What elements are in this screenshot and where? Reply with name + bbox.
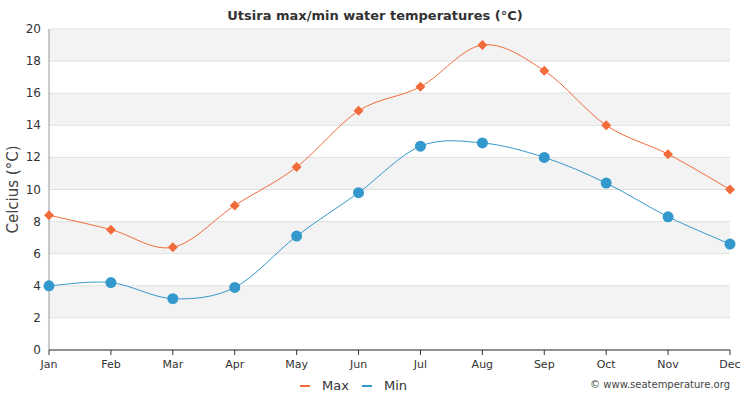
marker bbox=[106, 225, 116, 235]
series-line bbox=[49, 141, 730, 299]
x-tick bbox=[49, 350, 50, 355]
y-tick-label: 8 bbox=[33, 215, 41, 229]
x-tick-label: Dec bbox=[719, 358, 740, 371]
x-tick bbox=[420, 350, 421, 355]
marker bbox=[663, 149, 673, 159]
marker bbox=[415, 141, 426, 152]
marker bbox=[415, 82, 425, 92]
y-axis bbox=[49, 29, 50, 350]
grid-band bbox=[49, 29, 730, 61]
marker bbox=[292, 162, 302, 172]
y-tick-label: 2 bbox=[33, 311, 41, 325]
grid-band bbox=[49, 222, 730, 254]
series-line bbox=[49, 45, 730, 248]
x-tick-label: Apr bbox=[225, 358, 245, 371]
legend-label: Min bbox=[384, 378, 407, 393]
marker bbox=[44, 210, 54, 220]
grid-line bbox=[49, 93, 730, 94]
x-tick bbox=[482, 350, 483, 355]
grid-line bbox=[49, 317, 730, 318]
annotation: © www.seatemperature.org bbox=[590, 379, 730, 390]
y-tick-label: 20 bbox=[26, 22, 41, 36]
marker bbox=[167, 293, 178, 304]
grid-line bbox=[49, 221, 730, 222]
grid-line bbox=[49, 285, 730, 286]
y-tick-label: 0 bbox=[33, 343, 41, 357]
marker bbox=[477, 137, 488, 148]
legend-swatch bbox=[362, 385, 372, 387]
grid-line bbox=[49, 29, 730, 30]
marker bbox=[229, 282, 240, 293]
marker bbox=[477, 40, 487, 50]
marker bbox=[230, 201, 240, 211]
grid-band bbox=[49, 286, 730, 318]
legend-label: Max bbox=[322, 378, 349, 393]
x-axis bbox=[49, 350, 730, 351]
marker bbox=[105, 277, 116, 288]
plot-area bbox=[44, 40, 736, 304]
x-tick bbox=[544, 350, 545, 355]
grid-line bbox=[49, 253, 730, 254]
marker bbox=[725, 239, 736, 250]
marker bbox=[44, 280, 55, 291]
x-tick-label: Nov bbox=[657, 358, 679, 371]
y-tick-label: 12 bbox=[26, 150, 41, 164]
y-axis-label: Celcius (°C) bbox=[4, 145, 22, 233]
grid-line bbox=[49, 157, 730, 158]
x-tick bbox=[730, 350, 731, 355]
x-tick-label: Jul bbox=[413, 358, 427, 371]
marker bbox=[353, 187, 364, 198]
y-tick-label: 14 bbox=[26, 118, 41, 132]
x-tick bbox=[358, 350, 359, 355]
legend-swatch bbox=[300, 385, 310, 387]
y-tick-label: 6 bbox=[33, 247, 41, 261]
y-tick-label: 10 bbox=[26, 183, 41, 197]
x-tick bbox=[172, 350, 173, 355]
title: Utsira max/min water temperatures (°C) bbox=[227, 8, 522, 23]
x-tick bbox=[110, 350, 111, 355]
x-tick-label: Mar bbox=[162, 358, 183, 371]
x-tick-label: Aug bbox=[472, 358, 493, 371]
marker bbox=[601, 120, 611, 130]
grid-line bbox=[49, 189, 730, 190]
grid-line bbox=[49, 350, 730, 351]
grid-line bbox=[49, 61, 730, 62]
x-tick bbox=[606, 350, 607, 355]
marker bbox=[601, 178, 612, 189]
marker bbox=[725, 185, 735, 195]
grid-line bbox=[49, 125, 730, 126]
x-tick bbox=[296, 350, 297, 355]
x-tick-label: Sep bbox=[534, 358, 555, 371]
marker bbox=[354, 106, 364, 116]
x-tick-label: May bbox=[285, 358, 308, 371]
x-tick bbox=[234, 350, 235, 355]
legend: Max Min bbox=[300, 378, 407, 393]
grid-band bbox=[49, 157, 730, 189]
chart: 0 2 4 6 8 10 12 14 16 18 20 Jan Feb Mar Apr May Jun Jul Au… bbox=[0, 0, 750, 400]
x-tick-label: Jun bbox=[349, 358, 367, 371]
y-tick-label: 4 bbox=[33, 279, 41, 293]
marker bbox=[291, 231, 302, 242]
marker bbox=[539, 152, 550, 163]
y-tick-label: 16 bbox=[26, 86, 41, 100]
x-tick-label: Jan bbox=[40, 358, 58, 371]
marker bbox=[663, 211, 674, 222]
x-tick bbox=[668, 350, 669, 355]
marker bbox=[539, 66, 549, 76]
x-tick-label: Feb bbox=[101, 358, 120, 371]
marker bbox=[168, 242, 178, 252]
x-tick-label: Oct bbox=[597, 358, 617, 371]
y-tick-label: 18 bbox=[26, 54, 41, 68]
